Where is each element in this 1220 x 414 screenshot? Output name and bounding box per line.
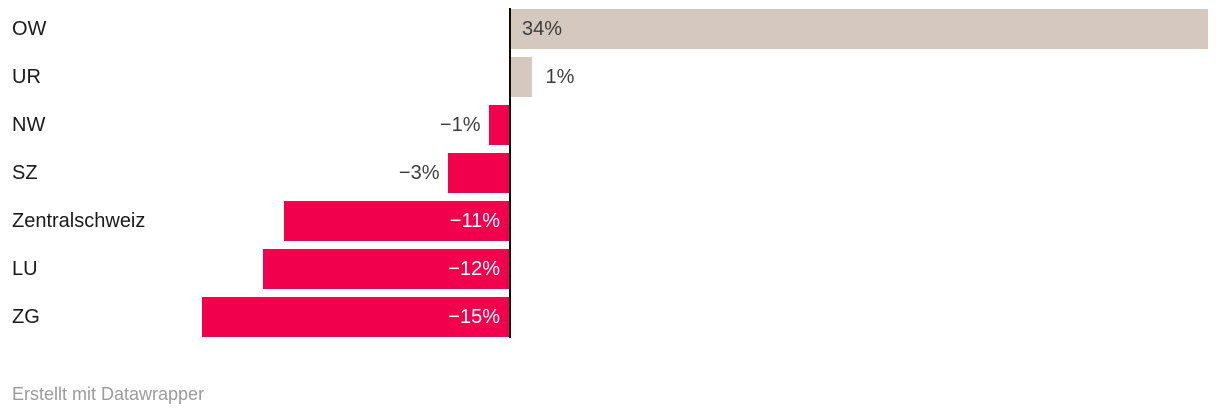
- value-label: −11%: [449, 210, 500, 232]
- chart-row: Zentralschweiz −11%: [0, 201, 1220, 249]
- chart-row: UR 1%: [0, 57, 1220, 105]
- bar-chart: OW 34% UR 1% NW −1% SZ −3% Zentralschweiz −11% LU −…: [0, 8, 1220, 345]
- category-label: SZ: [12, 162, 38, 184]
- zero-axis-line: [509, 8, 511, 338]
- value-label: −3%: [398, 162, 440, 184]
- category-label: UR: [12, 66, 41, 88]
- bar-zg: [201, 297, 509, 337]
- bar-zentralschweiz: [283, 201, 509, 241]
- value-label: 1%: [545, 66, 575, 88]
- category-label: Zentralschweiz: [12, 210, 146, 232]
- value-label: −15%: [448, 306, 500, 328]
- bar-lu: [263, 249, 509, 289]
- value-label: −12%: [448, 258, 500, 280]
- value-label: 34%: [522, 18, 563, 40]
- chart-row: LU −12%: [0, 249, 1220, 297]
- bar-ur: [511, 57, 532, 97]
- value-label: −1%: [439, 114, 481, 136]
- bar-nw: [488, 105, 509, 145]
- category-label: ZG: [12, 306, 40, 328]
- category-label: LU: [12, 258, 38, 280]
- category-label: NW: [12, 114, 46, 136]
- chart-row: OW 34%: [0, 9, 1220, 57]
- bar-sz: [447, 153, 509, 193]
- chart-row: SZ −3%: [0, 153, 1220, 201]
- chart-row: ZG −15%: [0, 297, 1220, 345]
- chart-row: NW −1%: [0, 105, 1220, 153]
- bar-ow: [511, 9, 1208, 49]
- datawrapper-credit-link[interactable]: Erstellt mit Datawrapper: [12, 384, 205, 404]
- category-label: OW: [12, 18, 47, 40]
